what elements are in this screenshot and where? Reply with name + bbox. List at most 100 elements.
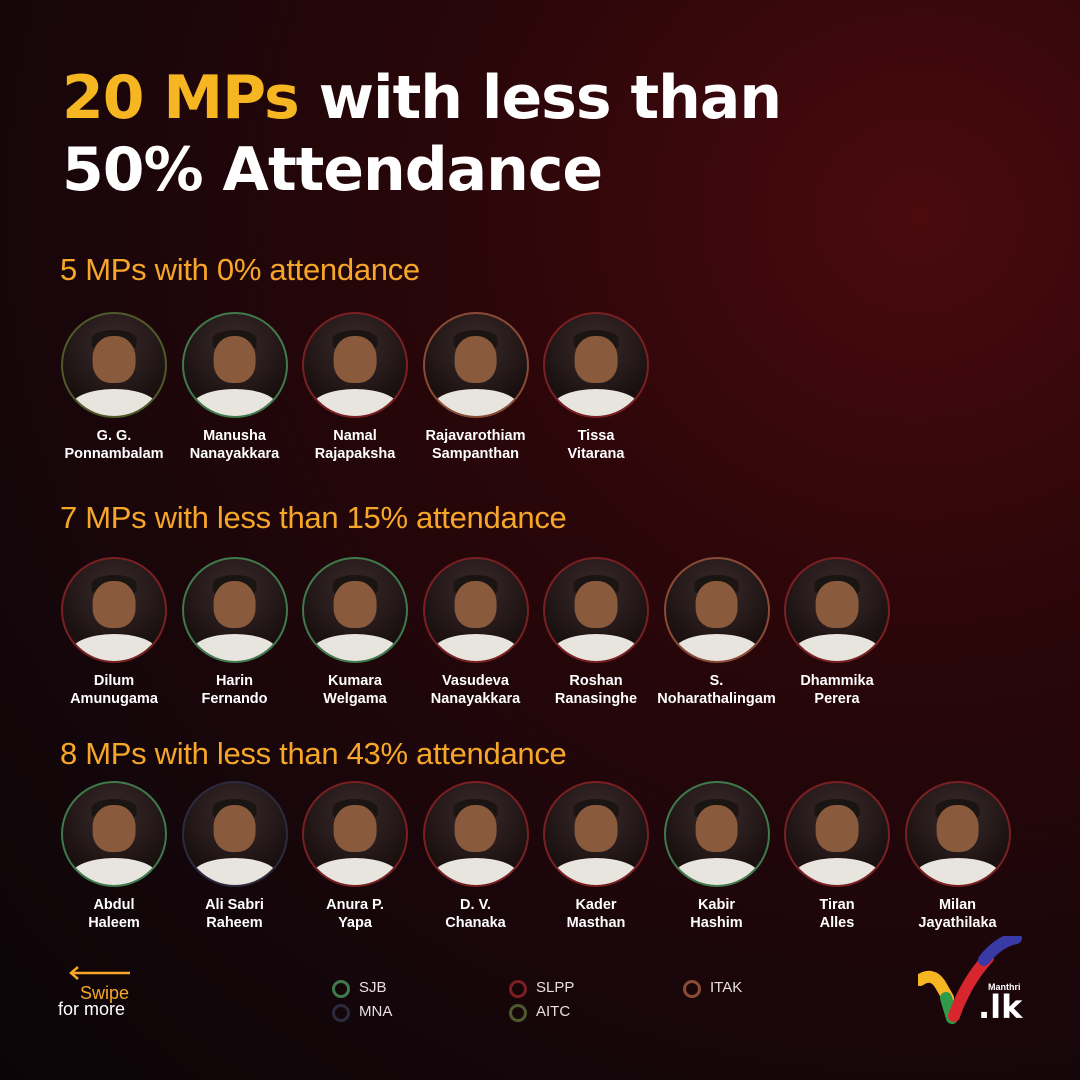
portrait-head: [454, 581, 497, 629]
portrait-body: [432, 858, 519, 885]
mp-portrait: [181, 312, 288, 418]
mp-last-name: Hashim: [690, 915, 743, 931]
portrait-body: [71, 634, 157, 661]
portrait-head: [213, 336, 256, 384]
mp-last-name: Nanayakkara: [430, 691, 521, 707]
portrait-body: [794, 634, 880, 661]
mp-name: Manusha Nanayakkara: [155, 427, 315, 463]
portrait-head: [574, 805, 618, 853]
mp-last-name: Masthan: [566, 915, 626, 931]
portrait-body: [312, 389, 398, 416]
mp-name: Dilum Amunugama: [34, 672, 194, 708]
legend-dot-icon: [332, 1004, 350, 1022]
mp-card: D. V. Chanaka: [396, 781, 556, 932]
mp-portrait: [422, 557, 529, 663]
portrait-body: [673, 858, 760, 885]
portrait-head: [695, 805, 738, 853]
mp-last-name: Welgama: [323, 691, 387, 707]
mp-card: Abdul Haleem: [34, 781, 194, 932]
mp-card: Rajavarothiam Sampanthan: [396, 312, 556, 463]
mp-name: Kabir Hashim: [637, 896, 797, 932]
mp-last-name: Ponnambalam: [64, 446, 164, 462]
mp-portrait: [302, 557, 408, 663]
legend-dot-icon: [332, 980, 350, 998]
checkmark-logo-icon: [918, 936, 1022, 1024]
portrait-body: [312, 858, 398, 885]
mp-card: Roshan Ranasinghe: [516, 557, 676, 708]
mp-first-name: Kader: [575, 897, 617, 913]
mp-first-name: Anura P.: [326, 897, 384, 913]
page-title: 20 MPs with less than 50% Attendance: [62, 62, 782, 206]
mp-last-name: Ranasinghe: [554, 691, 638, 707]
mp-card: Kabir Hashim: [637, 781, 797, 932]
mp-last-name: Fernando: [201, 691, 268, 707]
swipe-sublabel: for more: [58, 999, 126, 1019]
mp-name: Tissa Vitarana: [516, 427, 676, 463]
portrait-body: [794, 858, 880, 885]
mp-first-name: Kumara: [328, 673, 382, 689]
portrait-body: [432, 634, 519, 661]
mp-first-name: Tiran: [819, 897, 855, 913]
portrait-head: [574, 581, 618, 629]
mp-last-name: Haleem: [88, 915, 140, 931]
portrait-head: [213, 581, 256, 629]
mp-portrait: [904, 781, 1011, 887]
mp-first-name: Milan: [938, 897, 977, 913]
mp-card: Tiran Alles: [757, 781, 917, 932]
mp-last-name: Raheem: [206, 915, 263, 931]
mp-first-name: Kabir: [697, 897, 736, 913]
mp-first-name: Manusha: [203, 428, 266, 444]
portrait-body: [71, 389, 157, 416]
mp-card: Dhammika Perera: [757, 557, 917, 708]
brand-big-text: .lk: [978, 988, 1023, 1026]
portrait-body: [673, 634, 760, 661]
mp-card: Tissa Vitarana: [516, 312, 676, 463]
mp-name: Dhammika Perera: [757, 672, 917, 708]
mp-card: G. G. Ponnambalam: [34, 312, 194, 463]
mp-name: Milan Jayathilaka: [878, 896, 1038, 932]
mp-card: Kader Masthan: [516, 781, 676, 932]
mp-card: Ali Sabri Raheem: [155, 781, 315, 932]
mp-name: Rajavarothiam Sampanthan: [396, 427, 556, 463]
mp-portrait: [61, 557, 167, 663]
mp-portrait: [422, 312, 529, 418]
portrait-head: [92, 581, 136, 629]
mp-portrait: [543, 312, 649, 418]
mp-card: Kumara Welgama: [275, 557, 435, 708]
portrait-head: [333, 805, 377, 853]
portrait-head: [574, 336, 618, 384]
mp-card: Manusha Nanayakkara: [155, 312, 315, 463]
portrait-body: [71, 858, 157, 885]
mp-card: Harin Fernando: [155, 557, 315, 708]
mp-last-name: Rajapaksha: [314, 446, 396, 462]
title-line2: 50% Attendance: [62, 135, 603, 205]
portrait-body: [553, 389, 639, 416]
portrait-head: [333, 581, 377, 629]
mp-name: S. Noharathalingam: [637, 672, 797, 708]
mp-last-name: Noharathalingam: [657, 691, 776, 707]
legend-dot-icon: [683, 980, 701, 998]
mp-card: Dilum Amunugama: [34, 557, 194, 708]
portrait-body: [432, 389, 519, 416]
mp-first-name: D. V.: [460, 897, 491, 913]
portrait-body: [191, 389, 278, 416]
legend-label: SJB: [359, 979, 387, 996]
title-line1-rest: with less than: [298, 63, 782, 133]
portrait-head: [815, 805, 859, 853]
mp-first-name: Roshan: [569, 673, 623, 689]
mp-first-name: Tissa: [577, 428, 615, 444]
mp-portrait: [422, 781, 529, 887]
mp-portrait: [181, 781, 288, 887]
mp-name: Kader Masthan: [516, 896, 676, 932]
mp-name: G. G. Ponnambalam: [34, 427, 194, 463]
mp-last-name: Alles: [819, 915, 855, 931]
mp-first-name: Abdul: [93, 897, 135, 913]
mp-last-name: Chanaka: [445, 915, 506, 931]
mp-card: Vasudeva Nanayakkara: [396, 557, 556, 708]
mp-first-name: G. G.: [96, 428, 132, 444]
mp-name: Anura P. Yapa: [275, 896, 435, 932]
mp-last-name: Jayathilaka: [918, 915, 997, 931]
legend-label: AITC: [536, 1003, 571, 1020]
mp-name: Harin Fernando: [155, 672, 315, 708]
mp-card: Anura P. Yapa: [275, 781, 435, 932]
